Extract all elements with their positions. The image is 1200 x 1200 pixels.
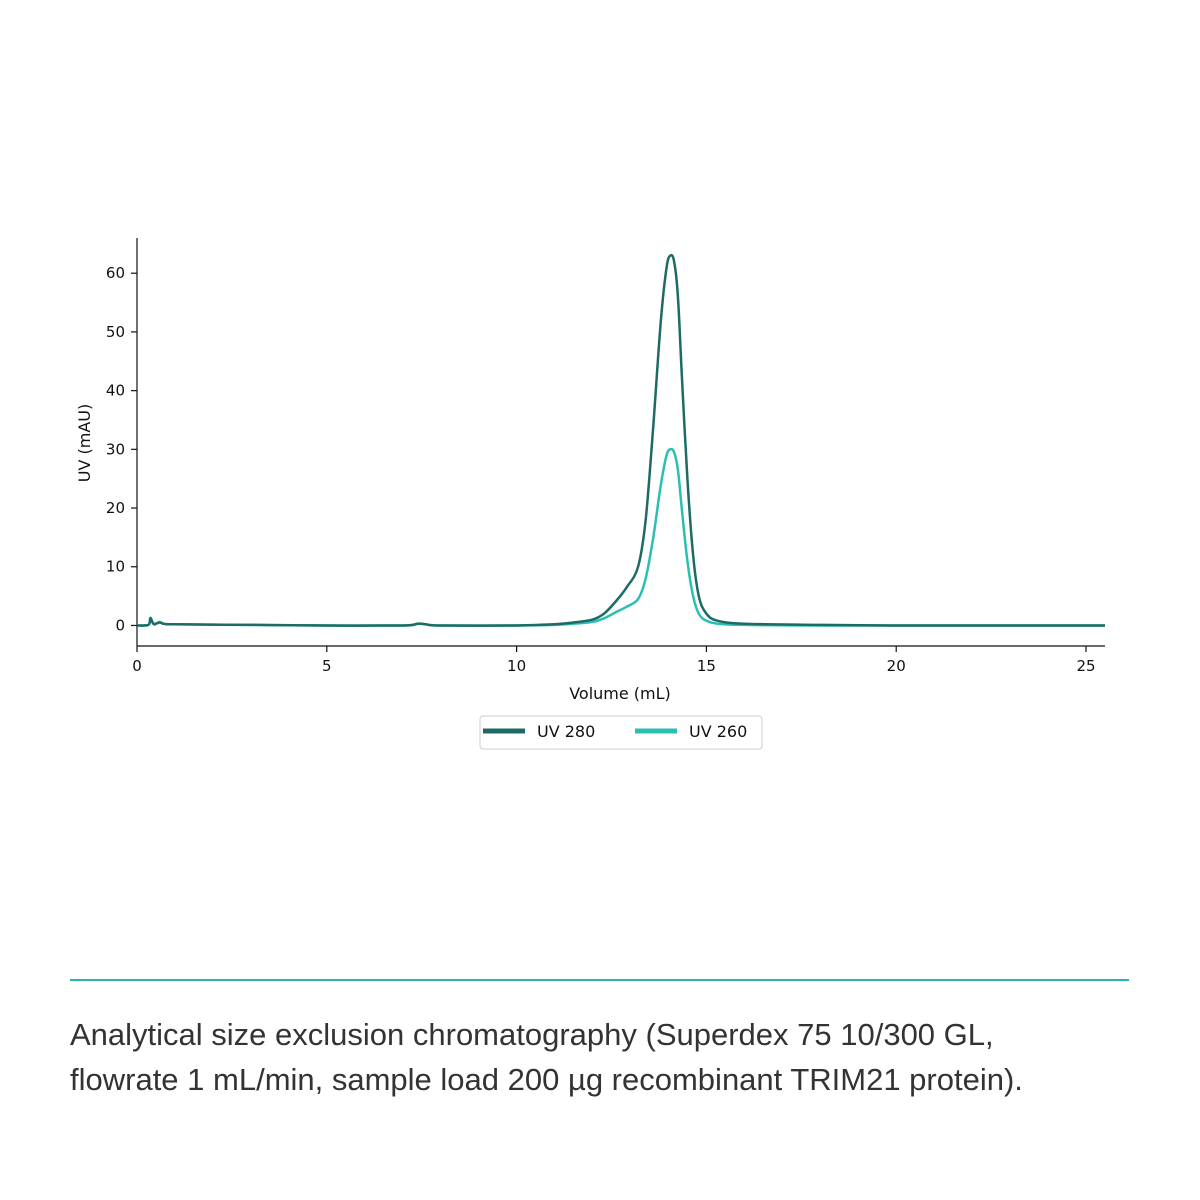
figure-caption: Analytical size exclusion chromatography… <box>70 1012 1150 1102</box>
series-line-uv-280 <box>136 253 1105 627</box>
legend-label-uv-280: UV 280 <box>537 722 595 741</box>
y-tick-label: 0 <box>115 616 125 634</box>
axes: 0 5 10 15 20 25 0 10 20 30 40 50 60 <box>106 238 1105 675</box>
legend-label-uv-260: UV 260 <box>689 722 747 741</box>
y-tick-label: 40 <box>106 382 125 400</box>
y-tick-label: 20 <box>106 499 125 517</box>
caption-line-2: flowrate 1 mL/min, sample load 200 µg re… <box>70 1062 1023 1097</box>
legend-frame <box>479 715 763 750</box>
y-tick-label: 50 <box>106 323 125 341</box>
x-tick-label: 20 <box>887 657 906 675</box>
chromatogram-chart: 0 5 10 15 20 25 0 10 20 30 40 50 60 Volume (mL) UV (… <box>75 238 1105 750</box>
legend: UV 280 UV 260 <box>479 715 763 750</box>
series-line-uv-260 <box>136 447 1105 627</box>
x-tick-label: 15 <box>697 657 716 675</box>
y-tick-label: 60 <box>106 264 125 282</box>
series-layer <box>136 253 1105 627</box>
x-axis-label: Volume (mL) <box>569 684 671 703</box>
caption-line-1: Analytical size exclusion chromatography… <box>70 1017 994 1052</box>
x-tick-label: 25 <box>1076 657 1095 675</box>
y-tick-label: 30 <box>106 440 125 458</box>
x-tick-label: 5 <box>322 657 332 675</box>
x-tick-label: 0 <box>132 657 142 675</box>
x-tick-label: 10 <box>507 657 526 675</box>
y-axis-label: UV (mAU) <box>75 404 94 482</box>
caption-divider <box>70 979 1129 981</box>
y-tick-label: 10 <box>106 558 125 576</box>
